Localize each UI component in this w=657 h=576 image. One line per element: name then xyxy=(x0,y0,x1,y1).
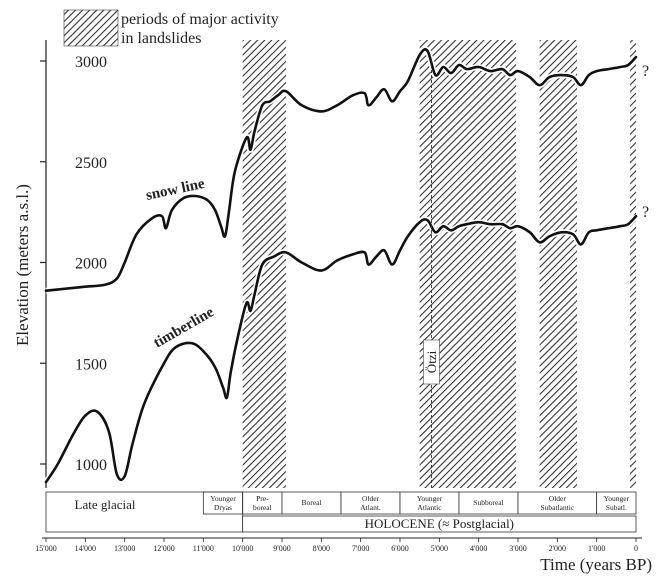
otzi-label: Ötzi xyxy=(424,350,439,373)
era-boxes: Late glacial HOLOCENE (≈ Postglacial) xyxy=(45,491,637,533)
y-axis-ticks: 1000 1500 2000 2500 3000 xyxy=(40,54,107,474)
snow-line-label: snow line xyxy=(145,176,207,204)
legend: periods of major activity in landslides xyxy=(63,9,279,47)
climate-period-label: Dryas xyxy=(214,503,232,512)
legend-line-1: periods of major activity xyxy=(121,11,279,28)
landslide-period-band-2 xyxy=(419,40,517,488)
y-axis-title: Elevation (meters a.s.l.) xyxy=(13,184,32,346)
otzi-label-box xyxy=(423,339,440,385)
x-tick-label: 10'000 xyxy=(232,544,253,553)
landslide-periods xyxy=(242,40,636,488)
y-tick-label: 1500 xyxy=(75,356,107,373)
x-tick-label: 2'000 xyxy=(549,544,566,553)
era-label-holocene: HOLOCENE (≈ Postglacial) xyxy=(365,516,514,531)
climate-period-label: boreal xyxy=(253,503,272,512)
y-tick-label: 2000 xyxy=(75,256,107,273)
climate-period-label: Older xyxy=(362,494,380,503)
x-tick-label: 7'000 xyxy=(352,544,369,553)
x-tick-label: 12'000 xyxy=(153,544,174,553)
x-tick-label: 9'000 xyxy=(273,544,290,553)
y-tick-label: 1000 xyxy=(75,457,107,474)
era-label-late-glacial: Late glacial xyxy=(75,497,136,512)
x-tick-label: 14'000 xyxy=(75,544,96,553)
x-tick-label: 3'000 xyxy=(509,544,526,553)
climate-period-label: Subatl. xyxy=(606,503,627,512)
climate-period-label: Subatlantic xyxy=(540,503,574,512)
x-tick-label: 8'000 xyxy=(313,544,330,553)
climate-period-label: Boreal xyxy=(302,498,322,507)
series-lines xyxy=(43,46,639,484)
x-tick-label: 13'000 xyxy=(114,544,135,553)
otzi-marker: Ötzi xyxy=(423,60,440,488)
climate-period-label: Older xyxy=(549,494,567,503)
x-tick-label: 11'000 xyxy=(193,544,214,553)
x-axis-title: Time (years BP) xyxy=(540,555,652,574)
y-tick-label: 3000 xyxy=(75,54,107,71)
timberline-unknown-mark: ? xyxy=(642,204,649,221)
snow-line-curve xyxy=(44,48,638,292)
climate-period-label: Younger xyxy=(417,494,443,503)
climate-period-box xyxy=(596,491,637,515)
legend-swatch xyxy=(63,9,119,47)
x-tick-label: 4'000 xyxy=(470,544,487,553)
x-tick-label: 6'000 xyxy=(391,544,408,553)
legend-line-2: in landslides xyxy=(121,30,201,47)
era-box-holocene xyxy=(242,515,637,533)
climate-period-label: Pre- xyxy=(256,494,269,503)
landslide-period-band-3 xyxy=(539,40,577,488)
timberline-curve xyxy=(44,214,638,484)
x-tick-label: 15'000 xyxy=(35,544,56,553)
climate-period-label: Younger xyxy=(604,494,630,503)
y-tick-label: 2500 xyxy=(75,155,107,172)
era-box-late-glacial xyxy=(45,491,244,533)
landslide-period-band-4 xyxy=(630,40,636,488)
climate-period-label: Younger xyxy=(210,494,236,503)
x-tick-label: 1'000 xyxy=(588,544,605,553)
climate-period-label: Subboreal xyxy=(473,498,503,507)
climate-period-label: Atlant. xyxy=(360,503,381,512)
snow-line-unknown-mark: ? xyxy=(642,63,649,80)
x-tick-label: 5'000 xyxy=(431,544,448,553)
climate-period-label: Atlantic xyxy=(417,503,442,512)
x-axis-ticks: 15'000 14'000 13'000 12'000 11'000 10'000 9'00… xyxy=(35,538,638,553)
x-tick-label: 0 xyxy=(634,544,638,553)
